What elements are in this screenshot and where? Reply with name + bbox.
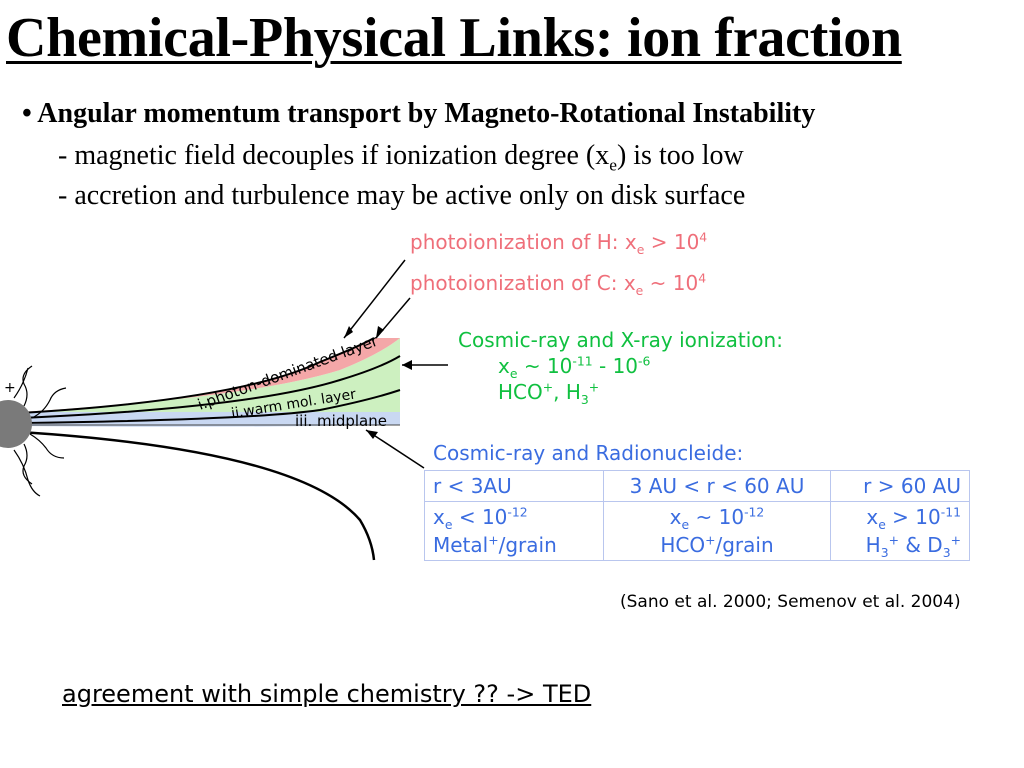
midplane-band [20, 412, 400, 427]
cell-sub: e [444, 517, 453, 532]
table-cell: xe ~ 10-12 HCO+/grain [603, 501, 831, 561]
photoionization-h-label: photoionization of H: xe > 104 [410, 229, 708, 257]
slide-title: Chemical-Physical Links: ion fraction [6, 7, 902, 69]
cell-sub: e [878, 517, 886, 532]
xe-mid1: ~ 10 [517, 354, 573, 378]
cell-b: /grain [715, 533, 774, 557]
photoc-sub: e [635, 283, 644, 298]
table-header-row: r < 3AU 3 AU < r < 60 AU r > 60 AU [424, 470, 970, 502]
sub1-pre: - magnetic field decouples if ionization… [58, 140, 610, 171]
cell-sup: + [950, 532, 961, 548]
disk-diagram: + i.photon-dominated layer ii.warm mol. … [0, 259, 448, 561]
sub-point-magnetic-field: - magnetic field decouples if ionization… [58, 140, 744, 175]
cosmic-xray-title: Cosmic-ray and X-ray ionization: [458, 328, 783, 352]
ion-species: H3+ & D3+ [839, 531, 961, 559]
sub1-post: ) is too low [616, 140, 744, 171]
table-cell: xe > 10-11 H3+ & D3+ [830, 501, 970, 561]
photoh-text: photoionization of H: x [410, 230, 637, 254]
xe-mid2: - 10 [592, 354, 639, 378]
disk-lower-outline [19, 430, 376, 561]
table-row: xe < 10-12 Metal+/grain xe ~ 10-12 HCO+/… [424, 501, 970, 561]
h3-sup: + [588, 379, 600, 395]
cell-a: HCO [660, 533, 706, 557]
h3-sub: 3 [580, 392, 589, 407]
sub1-subscript: e [609, 155, 617, 175]
cell-sup: + [705, 532, 716, 548]
cell-sub: 3 [880, 545, 889, 560]
cell-sup: -12 [744, 504, 765, 520]
table-header-cell: 3 AU < r < 60 AU [603, 470, 831, 502]
cell-x: x [669, 505, 682, 529]
citation: (Sano et al. 2000; Semenov et al. 2004) [620, 592, 961, 612]
photoh-sub: e [636, 242, 645, 257]
table-cell: xe < 10-12 Metal+/grain [424, 501, 604, 561]
arrowhead-photoh [344, 326, 353, 338]
cell-mid: > 10 [885, 505, 941, 529]
cell-mid: ~ 10 [689, 505, 745, 529]
cell-x: x [866, 505, 879, 529]
cell-a: H [865, 533, 881, 557]
photon-layer-band [20, 338, 400, 413]
ionization-table: r < 3AU 3 AU < r < 60 AU r > 60 AU xe < … [424, 470, 970, 561]
cell-sup: + [488, 532, 499, 548]
warm-boundary-line [19, 355, 401, 419]
midplane-label: iii. midplane [295, 412, 387, 430]
star-icon [0, 400, 32, 448]
hco-text: HCO [498, 380, 543, 404]
arrowhead-cosmic-xray [402, 360, 412, 370]
table-header-cell: r > 60 AU [830, 470, 970, 502]
photoh-sup: 4 [699, 229, 708, 245]
cell-b: /grain [498, 533, 557, 557]
h3-text: , H [553, 380, 581, 404]
cell-b: & D [899, 533, 943, 557]
bullet-text: Angular momentum transport by Magneto-Ro… [37, 98, 816, 129]
plus-sign: + [4, 380, 16, 396]
xe-value: xe < 10-12 [433, 503, 595, 531]
hco-sup: + [542, 379, 554, 395]
table-header-cell: r < 3AU [424, 470, 604, 502]
cell-sup: -11 [940, 504, 961, 520]
cell-sub: 3 [942, 545, 951, 560]
cell-sub: e [681, 517, 690, 532]
cell-mid: < 10 [452, 505, 508, 529]
arrow-photoh [343, 259, 406, 339]
ted-link[interactable]: agreement with simple chemistry ?? -> TE… [62, 680, 592, 708]
cell-x: x [433, 505, 445, 529]
cosmic-xray-ions: HCO+, H3+ [458, 379, 783, 407]
cosmic-xray-range: xe ~ 10-11 - 10-6 [458, 353, 783, 381]
arrowhead-cosmic-radionucleide [366, 430, 378, 439]
cosmic-radionucleide-label: Cosmic-ray and Radionucleide: [433, 441, 744, 465]
disk-surface-line [19, 337, 375, 414]
photoc-value: ~ 10 [643, 271, 699, 295]
xe-value: xe ~ 10-12 [612, 503, 822, 531]
photoh-value: > 10 [644, 230, 700, 254]
ion-species: Metal+/grain [433, 531, 595, 559]
xe-sup2: -6 [638, 353, 651, 369]
cell-a: Metal [433, 533, 489, 557]
photoc-text: photoionization of C: x [410, 271, 636, 295]
warm-layer-band [20, 338, 400, 412]
radiation-rays-icon [13, 365, 67, 497]
bullet-point: • Angular momentum transport by Magneto-… [22, 98, 815, 130]
xe-x: x [498, 354, 510, 378]
ion-species: HCO+/grain [612, 531, 822, 559]
cell-sup: + [888, 532, 899, 548]
photoc-sup: 4 [698, 270, 707, 286]
midplane-boundary-line [19, 389, 401, 424]
arrowhead-photoc [376, 326, 384, 338]
xe-value: xe > 10-11 [839, 503, 961, 531]
cell-sup: -12 [507, 504, 528, 520]
xe-sub: e [509, 366, 518, 381]
xe-sup1: -11 [572, 353, 593, 369]
bullet-marker: • [22, 98, 32, 129]
cosmic-xray-label: Cosmic-ray and X-ray ionization: xe ~ 10… [458, 327, 783, 407]
photoionization-c-label: photoionization of C: xe ~ 104 [410, 270, 707, 298]
sub-point-accretion: - accretion and turbulence may be active… [58, 180, 746, 211]
arrow-cosmic-radionucleide [365, 429, 425, 469]
